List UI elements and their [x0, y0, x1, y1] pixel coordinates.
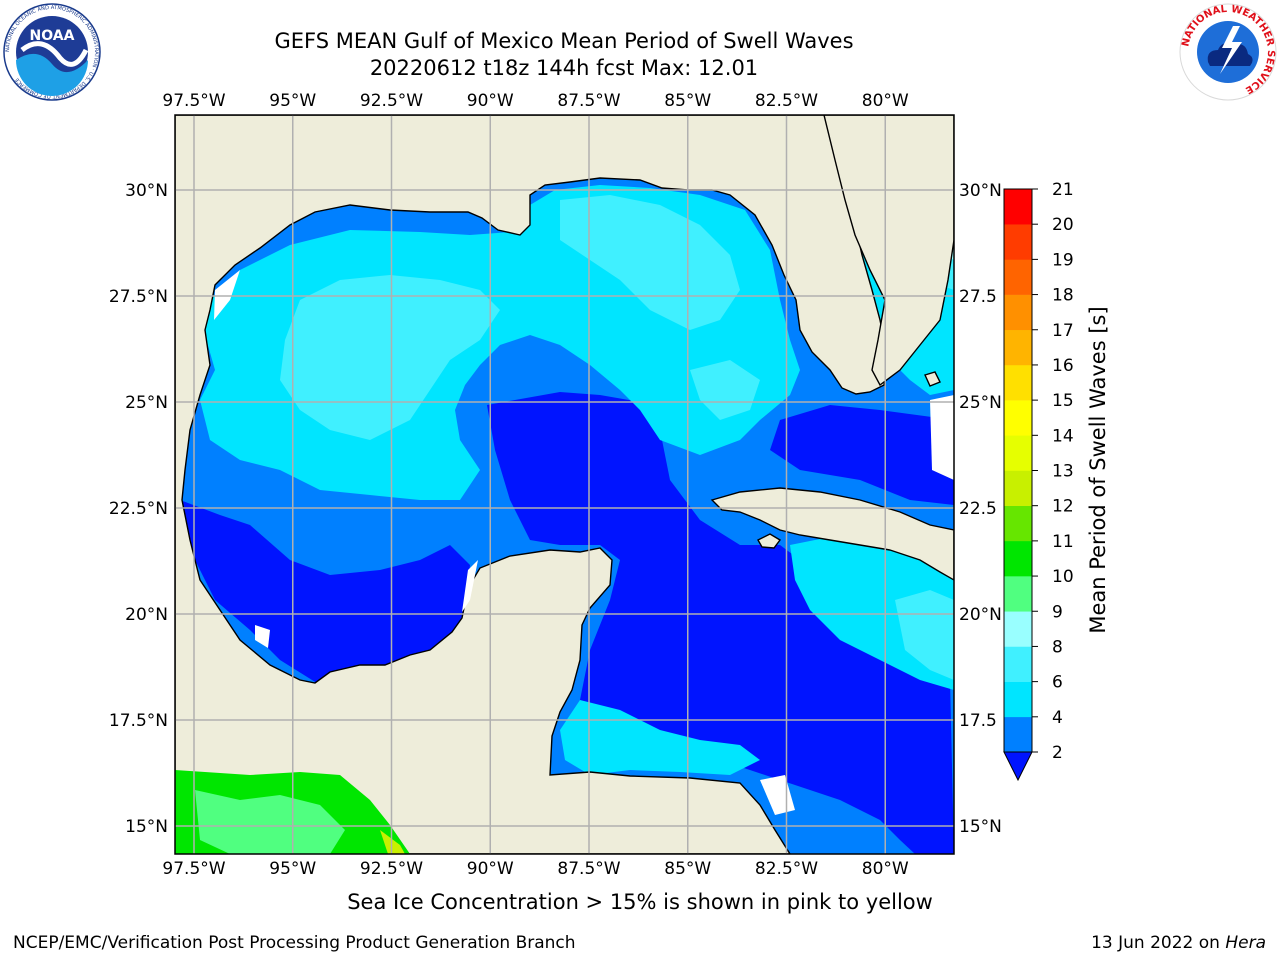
nws-logo: NATIONAL WEATHER SERVICE: [1179, 3, 1277, 101]
lat-label-right: 22.5: [959, 499, 997, 519]
lon-label-bottom: 97.5°W: [162, 859, 225, 879]
colorbar-label: Mean Period of Swell Waves [s]: [1086, 306, 1110, 633]
colorbar-band: [1004, 611, 1032, 647]
colorbar-tick-label: 16: [1052, 356, 1074, 376]
lon-label-bottom: 80°W: [862, 859, 909, 879]
lon-label-top: 92.5°W: [360, 91, 423, 111]
lat-label-left: 25°N: [125, 393, 168, 413]
map-subtitle: 20220612 t18z 144h fcst Max: 12.01: [369, 56, 759, 80]
lon-label-top: 85°W: [664, 91, 711, 111]
colorbar-tick-label: 15: [1052, 391, 1074, 411]
lat-label-right: 27.5: [959, 287, 997, 307]
colorbar-band: [1004, 329, 1032, 366]
lon-label-top: 80°W: [862, 91, 909, 111]
map-frame: [174, 114, 955, 855]
colorbar-band: [1004, 224, 1032, 260]
lat-label-right: 17.5: [959, 711, 997, 731]
colorbar-band: [1004, 189, 1032, 225]
colorbar-tick-label: 13: [1052, 462, 1074, 482]
colorbar-band: [1004, 681, 1032, 718]
colorbar-tick-label: 9: [1052, 602, 1063, 622]
colorbar-tick-label: 4: [1052, 708, 1063, 728]
noaa-logo: NATIONAL OCEANIC AND ATMOSPHERIC ADMINIS…: [3, 3, 101, 101]
colorbar-band: [1004, 400, 1032, 436]
lon-label-bottom: 95°W: [269, 859, 316, 879]
colorbar-band: [1004, 716, 1032, 753]
colorbar-band: [1004, 435, 1032, 471]
lon-label-bottom: 82.5°W: [755, 859, 818, 879]
colorbar-tick-label: 18: [1052, 286, 1074, 306]
colorbar-band: [1004, 294, 1032, 331]
host-name: Hera: [1225, 933, 1266, 953]
lat-label-left: 17.5°N: [109, 711, 168, 731]
colorbar-tick-label: 21: [1052, 180, 1074, 200]
lon-label-bottom: 85°W: [664, 859, 711, 879]
colorbar-band: [1004, 540, 1032, 577]
lat-label-right: 20°N: [959, 605, 1002, 625]
lon-label-top: 82.5°W: [755, 91, 818, 111]
colorbar-tick-label: 17: [1052, 321, 1074, 341]
sea-ice-note: Sea Ice Concentration > 15% is shown in …: [347, 890, 933, 914]
colorbar-tick-label: 10: [1052, 567, 1074, 587]
lat-label-left: 27.5°N: [109, 287, 168, 307]
lat-label-left: 20°N: [125, 605, 168, 625]
lon-label-bottom: 90°W: [467, 859, 514, 879]
colorbar-tick-label: 8: [1052, 637, 1063, 657]
date-stamp: 13 Jun 2022 on Hera: [1091, 933, 1266, 953]
lat-label-left: 22.5°N: [109, 499, 168, 519]
colorbar-band: [1004, 259, 1032, 295]
lon-label-top: 97.5°W: [162, 91, 225, 111]
colorbar-band: [1004, 470, 1032, 506]
lat-label-left: 15°N: [125, 817, 168, 837]
noaa-logo-text: NOAA: [30, 28, 75, 44]
lon-label-top: 90°W: [467, 91, 514, 111]
date-text: 13 Jun 2022 on: [1091, 933, 1220, 953]
lat-label-left: 30°N: [125, 181, 168, 201]
colorbar-tick-label: 2: [1052, 743, 1063, 763]
colorbar-tick-label: 6: [1052, 673, 1063, 693]
colorbar-tick-label: 20: [1052, 215, 1074, 235]
colorbar-band: [1004, 576, 1032, 612]
credit-text: NCEP/EMC/Verification Post Processing Pr…: [13, 933, 576, 953]
colorbar-band: [1004, 364, 1032, 401]
colorbar: 2 4 6 8 9 10 11 12 13 14 15 16 17 18 19 20 21 Mean Perio…: [1003, 180, 1110, 782]
lon-label-top: 87.5°W: [557, 91, 620, 111]
lon-label-top: 95°W: [269, 91, 316, 111]
colorbar-band: [1004, 646, 1032, 682]
colorbar-band: [1004, 505, 1032, 542]
colorbar-tick-label: 12: [1052, 497, 1074, 517]
lat-label-right: 15°N: [959, 817, 1002, 837]
map-title: GEFS MEAN Gulf of Mexico Mean Period of …: [274, 29, 854, 53]
lon-label-bottom: 92.5°W: [360, 859, 423, 879]
colorbar-tick-label: 11: [1052, 532, 1074, 552]
lat-label-right: 25°N: [959, 393, 1002, 413]
colorbar-tick-label: 14: [1052, 426, 1074, 446]
colorbar-under-arrow: [1003, 751, 1033, 782]
lon-label-bottom: 87.5°W: [557, 859, 620, 879]
colorbar-tick-label: 19: [1052, 250, 1074, 270]
lat-label-right: 30°N: [959, 181, 1002, 201]
